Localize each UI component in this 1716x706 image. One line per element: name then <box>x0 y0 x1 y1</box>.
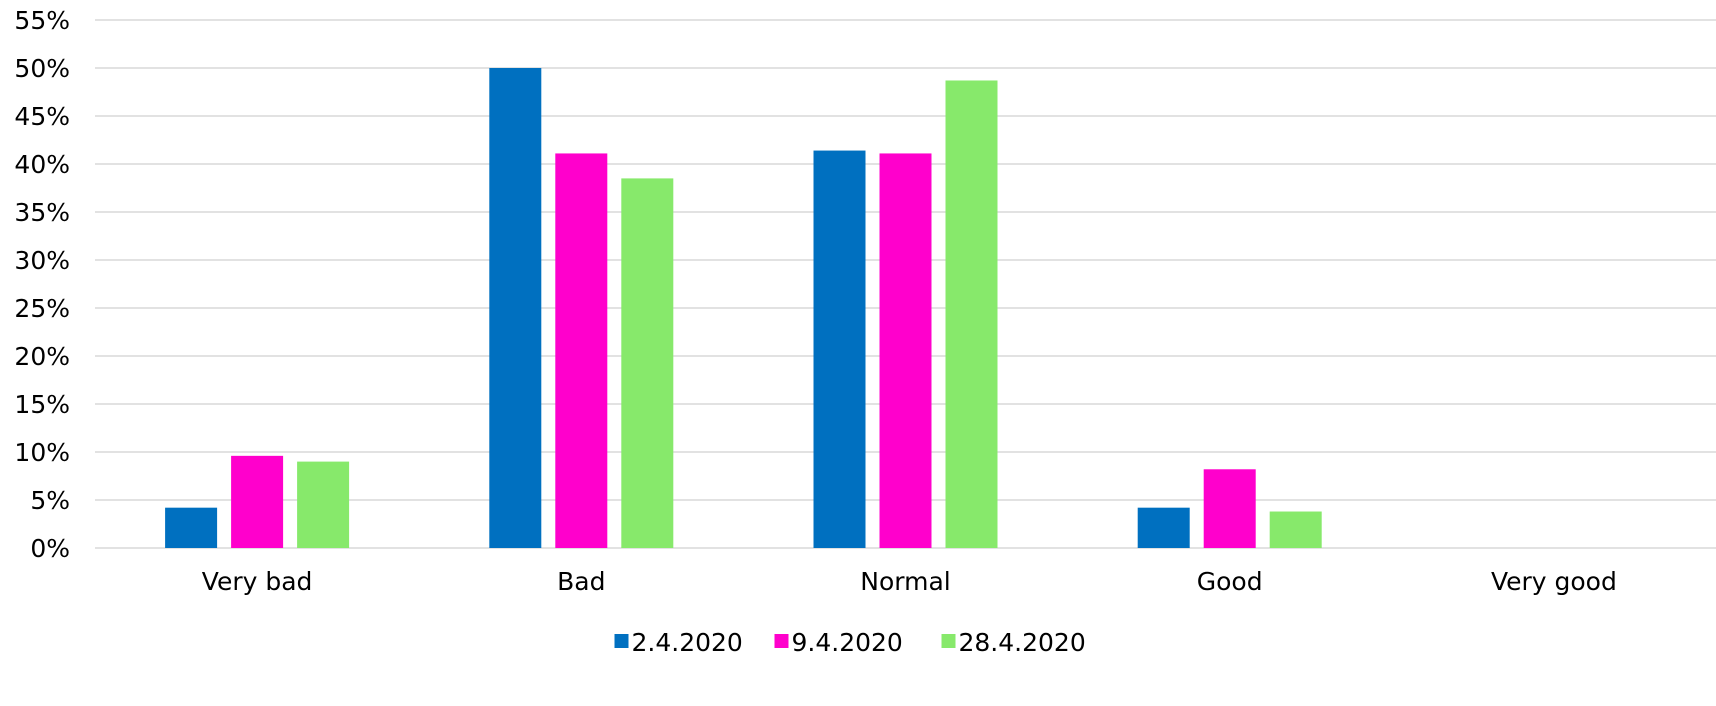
y-tick-label: 15% <box>14 390 70 419</box>
legend-label: 2.4.2020 <box>632 628 743 657</box>
bar-bad-9.4.2020 <box>555 153 608 548</box>
y-tick-label: 10% <box>14 438 70 467</box>
legend-item: 28.4.2020 <box>941 628 1086 657</box>
legend-swatch <box>941 634 956 648</box>
bar-bad-2.4.2020 <box>489 68 542 548</box>
y-tick-label: 40% <box>14 150 70 179</box>
y-tick-label: 5% <box>30 486 70 515</box>
bar-very-bad-9.4.2020 <box>231 455 284 548</box>
legend: 2.4.2020 9.4.2020 28.4.2020 <box>614 628 1086 657</box>
bar-very-bad-28.4.2020 <box>297 461 350 548</box>
bar-very-bad-2.4.2020 <box>165 507 218 548</box>
y-tick-label: 45% <box>14 102 70 131</box>
legend-item: 9.4.2020 <box>774 628 903 657</box>
bars <box>165 68 1322 548</box>
y-tick-label: 55% <box>14 6 70 35</box>
bar-normal-2.4.2020 <box>813 150 866 548</box>
x-category-label: Very bad <box>202 567 313 596</box>
legend-label: 9.4.2020 <box>792 628 903 657</box>
x-axis-labels: Very bad Bad Normal Good Very good <box>202 567 1617 596</box>
legend-item: 2.4.2020 <box>614 628 743 657</box>
bar-good-28.4.2020 <box>1269 511 1322 548</box>
x-category-label: Normal <box>860 567 950 596</box>
bar-good-2.4.2020 <box>1137 507 1190 548</box>
x-category-label: Very good <box>1491 567 1617 596</box>
y-tick-label: 50% <box>14 54 70 83</box>
y-tick-label: 0% <box>30 534 70 563</box>
legend-swatch <box>774 634 789 648</box>
bar-bad-28.4.2020 <box>621 178 674 548</box>
legend-swatch <box>614 634 629 648</box>
bar-normal-9.4.2020 <box>879 153 932 548</box>
y-tick-label: 25% <box>14 294 70 323</box>
y-tick-label: 35% <box>14 198 70 227</box>
y-tick-label: 30% <box>14 246 70 275</box>
legend-label: 28.4.2020 <box>959 628 1086 657</box>
y-axis-ticks: 0% 5% 10% 15% 20% 25% 30% 35% 40% 45% 50% 55% <box>14 6 70 563</box>
y-tick-label: 20% <box>14 342 70 371</box>
x-category-label: Good <box>1197 567 1263 596</box>
bar-normal-28.4.2020 <box>945 80 998 548</box>
x-category-label: Bad <box>557 567 605 596</box>
bar-good-9.4.2020 <box>1203 469 1256 548</box>
